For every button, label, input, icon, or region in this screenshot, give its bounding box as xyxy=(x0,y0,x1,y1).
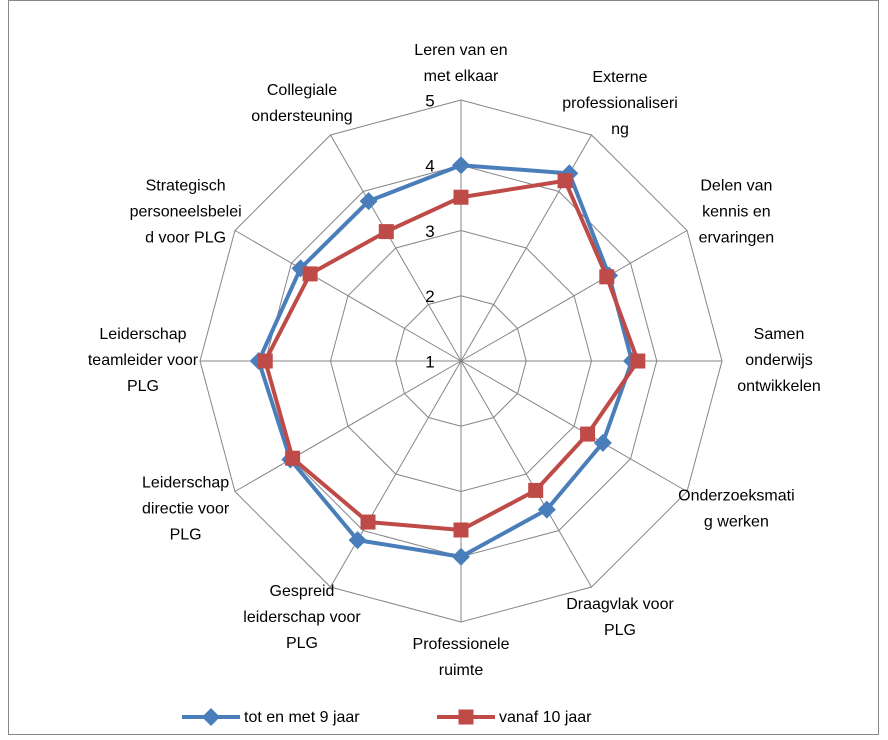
category-label-line: PLG xyxy=(170,527,202,544)
point xyxy=(453,522,469,538)
category-label-line: ondersteuning xyxy=(251,108,352,125)
point xyxy=(360,514,376,530)
spoke xyxy=(234,360,462,492)
category-label: Onderzoeksmati g werken xyxy=(678,488,795,531)
point xyxy=(630,353,646,369)
point xyxy=(453,189,469,205)
point xyxy=(537,500,556,519)
category-label-line: ervaringen xyxy=(699,230,775,247)
category-label: Draagvlak voor PLG xyxy=(566,596,674,639)
category-label-line: directie voor xyxy=(142,501,230,518)
legend-marker xyxy=(458,709,474,725)
spoke xyxy=(330,360,462,588)
category-label: Collegiale ondersteuning xyxy=(251,82,352,125)
category-label-line: Professionele xyxy=(413,636,510,653)
category-label-line: g werken xyxy=(704,514,769,531)
category-label: Gespreid leiderschap voor PLG xyxy=(243,583,361,652)
category-label-line: ruimte xyxy=(439,662,484,679)
point xyxy=(599,269,615,285)
category-label-line: PLG xyxy=(127,378,159,395)
category-label-line: leiderschap voor xyxy=(243,609,361,626)
spoke xyxy=(460,360,592,588)
category-label: Delen van kennis en ervaringen xyxy=(699,178,775,247)
point xyxy=(285,450,301,466)
category-label: Samen onderwijs ontwikkelen xyxy=(737,326,821,395)
category-label-line: Leren van en xyxy=(414,42,507,59)
legend-label: vanaf 10 jaar xyxy=(499,709,592,726)
spoke xyxy=(330,134,462,362)
point xyxy=(452,547,470,566)
r-tick-label: 4 xyxy=(425,157,434,176)
category-label: Leren van en met elkaar xyxy=(414,42,507,85)
chart-frame xyxy=(8,0,879,735)
category-label-line: Samen xyxy=(754,326,805,343)
point xyxy=(528,482,544,498)
category-label: Leiderschap directie voor PLG xyxy=(142,475,230,544)
category-label: Externe professionaliseri ng xyxy=(562,69,678,138)
category-label-line: personeelsbelei xyxy=(130,204,242,221)
category-label-line: Delen van xyxy=(700,178,772,195)
category-label-line: Externe xyxy=(592,69,647,86)
category-label-line: met elkaar xyxy=(424,68,499,85)
r-tick-label: 3 xyxy=(425,222,434,241)
category-label-line: teamleider voor xyxy=(88,352,199,369)
category-label-line: PLG xyxy=(286,635,318,652)
point xyxy=(557,173,573,189)
point xyxy=(378,224,394,240)
category-label-line: PLG xyxy=(604,622,636,639)
category-label-line: Collegiale xyxy=(267,82,337,99)
legend-label: tot en met 9 jaar xyxy=(244,709,360,726)
category-label: Professionele ruimte xyxy=(413,636,510,679)
point xyxy=(359,192,378,211)
point xyxy=(593,433,612,452)
category-label-line: Gespreid xyxy=(270,583,335,600)
spoke xyxy=(460,230,688,362)
r-tick-label: 2 xyxy=(425,287,434,306)
category-label-line: Leiderschap xyxy=(99,326,186,343)
category-label-line: ontwikkelen xyxy=(737,378,821,395)
category-label-line: ng xyxy=(611,121,629,138)
category-label-line: onderwijs xyxy=(745,352,813,369)
point xyxy=(257,353,273,369)
point xyxy=(452,156,470,175)
category-label-line: Strategisch xyxy=(146,178,226,195)
point xyxy=(348,531,367,550)
category-label-line: professionaliseri xyxy=(562,95,678,112)
category-label: Leiderschap teamleider voor PLG xyxy=(88,326,199,395)
legend-marker xyxy=(202,708,220,726)
category-label-line: Draagvlak voor xyxy=(566,596,674,613)
category-label: Strategisch personeelsbelei d voor PLG xyxy=(130,178,242,247)
r-tick-label: 1 xyxy=(425,352,434,371)
category-label-line: Onderzoeksmati xyxy=(678,488,795,505)
point xyxy=(580,426,596,442)
category-label-line: Leiderschap xyxy=(142,475,229,492)
spoke xyxy=(234,230,462,362)
category-label-line: d voor PLG xyxy=(145,230,226,247)
category-label-line: kennis en xyxy=(702,204,771,221)
point xyxy=(302,266,318,282)
r-tick-label: 5 xyxy=(425,91,434,110)
spoke xyxy=(460,360,688,492)
